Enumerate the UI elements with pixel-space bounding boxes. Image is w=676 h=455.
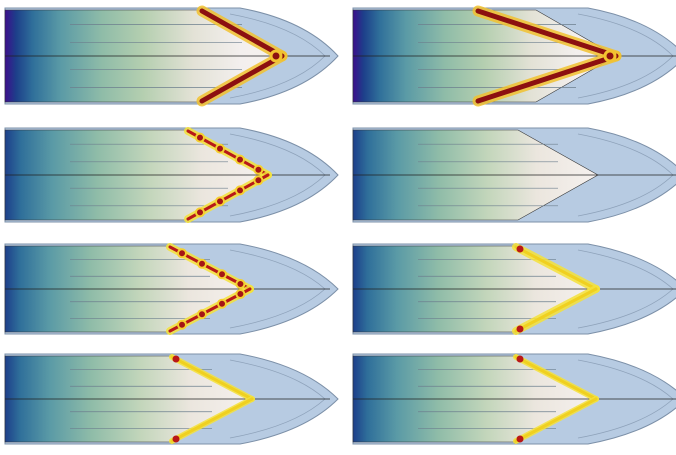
pressure-spot [198, 310, 206, 318]
hull-panel [0, 0, 338, 112]
hull-panel [0, 346, 338, 452]
figure [0, 0, 676, 455]
hull-panel [348, 236, 676, 342]
hull-panel [0, 236, 338, 342]
pressure-spot [236, 186, 244, 194]
pressure-spot [218, 300, 226, 308]
hull-panel [0, 120, 338, 230]
pressure-spot [218, 270, 226, 278]
pressure-spot [178, 249, 186, 257]
pressure-tip [271, 51, 281, 61]
pressure-spot [517, 246, 524, 253]
pressure-spot [517, 436, 524, 443]
pressure-spot [216, 197, 224, 205]
pressure-spot [236, 290, 244, 298]
pressure-spot [178, 321, 186, 329]
page: (() => { const svg = document.getElement… [0, 0, 676, 455]
pressure-spot [196, 208, 204, 216]
pressure-spot [254, 166, 262, 174]
pressure-spot [173, 436, 180, 443]
pressure-spot [236, 156, 244, 164]
pressure-tip [605, 51, 615, 61]
pressure-spot [517, 326, 524, 333]
pressure-spot [198, 260, 206, 268]
hull-panel [348, 0, 676, 112]
pressure-spot [196, 134, 204, 142]
pressure-spot [216, 145, 224, 153]
pressure-spot [173, 356, 180, 363]
hull-panel [348, 346, 676, 452]
pressure-spot [254, 176, 262, 184]
pressure-spot [517, 356, 524, 363]
pressure-spot [236, 280, 244, 288]
hull-panel [348, 120, 676, 230]
